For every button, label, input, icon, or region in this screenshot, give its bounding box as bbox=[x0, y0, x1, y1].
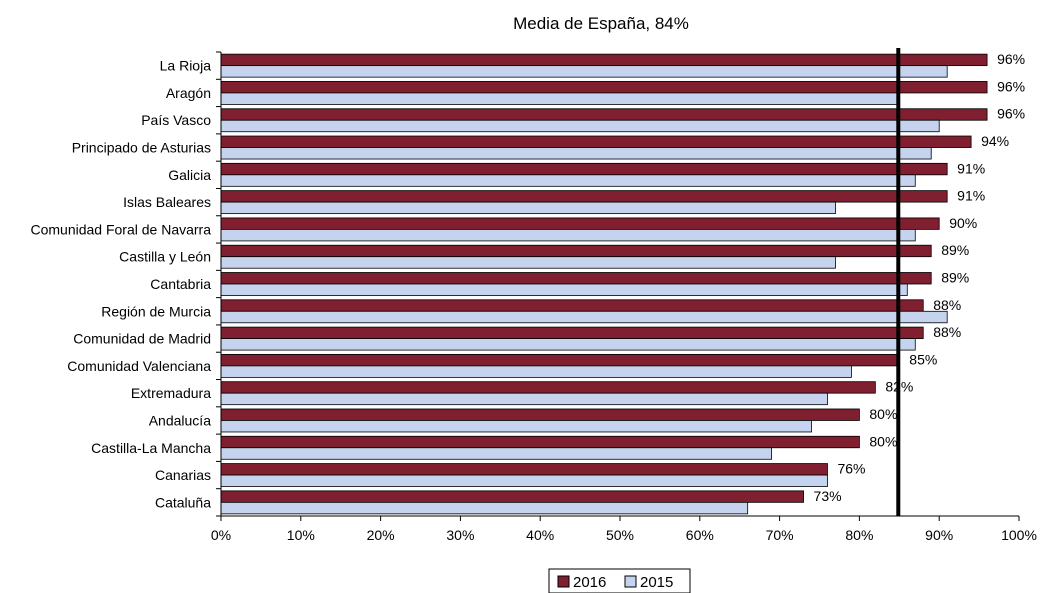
category-label-1: Aragón bbox=[166, 85, 211, 101]
x-tick-label-5: 50% bbox=[606, 527, 634, 543]
x-tick-label-3: 30% bbox=[446, 527, 474, 543]
bar-2016-3 bbox=[220, 135, 972, 148]
bar-2016-7 bbox=[220, 244, 932, 258]
bar-2016-14 bbox=[220, 435, 860, 449]
x-tick-label-10: 100% bbox=[1001, 527, 1037, 543]
category-label-15: Canarias bbox=[155, 467, 211, 483]
value-label-2016-6: 90% bbox=[949, 215, 977, 231]
value-label-2016-1: 96% bbox=[997, 78, 1025, 94]
bar-2016-6 bbox=[220, 217, 940, 230]
category-label-3: Principado de Asturias bbox=[72, 140, 211, 156]
chart-title: Media de España, 84% bbox=[513, 14, 689, 33]
value-label-2016-13: 80% bbox=[869, 406, 897, 422]
legend: 2016 2015 bbox=[548, 568, 691, 593]
bar-2015-7 bbox=[220, 256, 836, 269]
bar-2015-11 bbox=[220, 365, 852, 378]
bar-2015-16 bbox=[220, 501, 749, 515]
category-label-16: Cataluña bbox=[155, 494, 211, 510]
category-label-8: Cantabria bbox=[150, 276, 211, 292]
bar-2015-3 bbox=[220, 147, 932, 160]
bar-2016-16 bbox=[220, 490, 804, 503]
bar-2015-13 bbox=[220, 420, 812, 433]
bar-2015-2 bbox=[220, 119, 940, 133]
bar-2015-6 bbox=[220, 229, 916, 242]
bar-2016-0 bbox=[220, 53, 988, 67]
x-tick-label-6: 60% bbox=[686, 527, 714, 543]
bar-2016-4 bbox=[220, 162, 948, 176]
bar-2016-13 bbox=[220, 408, 860, 421]
category-label-10: Comunidad de Madrid bbox=[73, 331, 211, 347]
value-label-2016-2: 96% bbox=[997, 106, 1025, 122]
bar-2015-14 bbox=[220, 447, 773, 460]
legend-label-2015: 2015 bbox=[640, 574, 673, 591]
x-tick-label-2: 20% bbox=[367, 527, 395, 543]
legend-swatch-2015 bbox=[624, 575, 637, 588]
bar-2015-4 bbox=[220, 174, 916, 187]
bar-2016-1 bbox=[220, 81, 988, 94]
bar-2015-10 bbox=[220, 338, 916, 351]
value-label-2016-10: 88% bbox=[933, 324, 961, 340]
bar-2016-10 bbox=[220, 326, 924, 339]
x-tick-label-4: 40% bbox=[526, 527, 554, 543]
bar-2015-15 bbox=[220, 474, 828, 487]
value-label-2016-7: 89% bbox=[941, 242, 969, 258]
category-labels-group: La Rioja Aragón País Vasco Principado de As… bbox=[30, 58, 211, 511]
x-tick-label-7: 70% bbox=[766, 527, 794, 543]
bar-2016-2 bbox=[220, 108, 988, 121]
category-label-7: Castilla y León bbox=[119, 249, 211, 265]
bar-2015-12 bbox=[220, 392, 828, 406]
bar-2016-11 bbox=[220, 353, 900, 367]
category-label-12: Extremadura bbox=[131, 385, 211, 401]
bar-2016-15 bbox=[220, 463, 828, 476]
category-label-4: Galicia bbox=[168, 167, 211, 183]
bar-2016-8 bbox=[220, 272, 932, 285]
value-label-2016-14: 80% bbox=[869, 433, 897, 449]
bar-2015-0 bbox=[220, 65, 948, 78]
value-label-2016-5: 91% bbox=[957, 188, 985, 204]
value-label-2016-16: 73% bbox=[814, 488, 842, 504]
value-label-2016-3: 94% bbox=[981, 133, 1009, 149]
x-tick-label-9: 90% bbox=[925, 527, 953, 543]
value-label-2016-15: 76% bbox=[837, 461, 865, 477]
bar-2015-8 bbox=[220, 283, 908, 296]
category-label-14: Castilla-La Mancha bbox=[91, 440, 211, 456]
legend-frame bbox=[548, 568, 691, 593]
category-label-13: Andalucía bbox=[149, 412, 211, 428]
category-label-5: Islas Baleares bbox=[123, 194, 211, 210]
legend-label-2016: 2016 bbox=[573, 574, 606, 591]
value-label-2016-4: 91% bbox=[957, 160, 985, 176]
bars-group bbox=[220, 53, 988, 515]
bar-2015-5 bbox=[220, 201, 836, 215]
x-tick-label-1: 10% bbox=[287, 527, 315, 543]
bar-2015-9 bbox=[220, 310, 948, 324]
category-label-11: Comunidad Valenciana bbox=[67, 358, 211, 374]
category-label-2: País Vasco bbox=[141, 112, 211, 128]
category-label-9: Región de Murcia bbox=[101, 303, 211, 319]
bar-2016-5 bbox=[220, 190, 948, 203]
category-label-6: Comunidad Foral de Navarra bbox=[30, 221, 211, 237]
x-tick-label-0: 0% bbox=[211, 527, 231, 543]
category-label-0: La Rioja bbox=[160, 58, 212, 74]
value-label-2016-0: 96% bbox=[997, 51, 1025, 67]
value-label-2016-8: 89% bbox=[941, 270, 969, 286]
bar-2016-12 bbox=[220, 381, 876, 394]
value-label-2016-9: 88% bbox=[933, 297, 961, 313]
bar-2016-9 bbox=[220, 299, 924, 312]
bar-2015-1 bbox=[220, 92, 900, 105]
x-tick-label-8: 80% bbox=[845, 527, 873, 543]
legend-swatch-2016 bbox=[557, 575, 570, 588]
value-label-2016-11: 85% bbox=[909, 351, 937, 367]
x-axis: 0% 10% 20% 30% 40% 50% 60% 70% 80% 90% 100% bbox=[211, 51, 1037, 543]
